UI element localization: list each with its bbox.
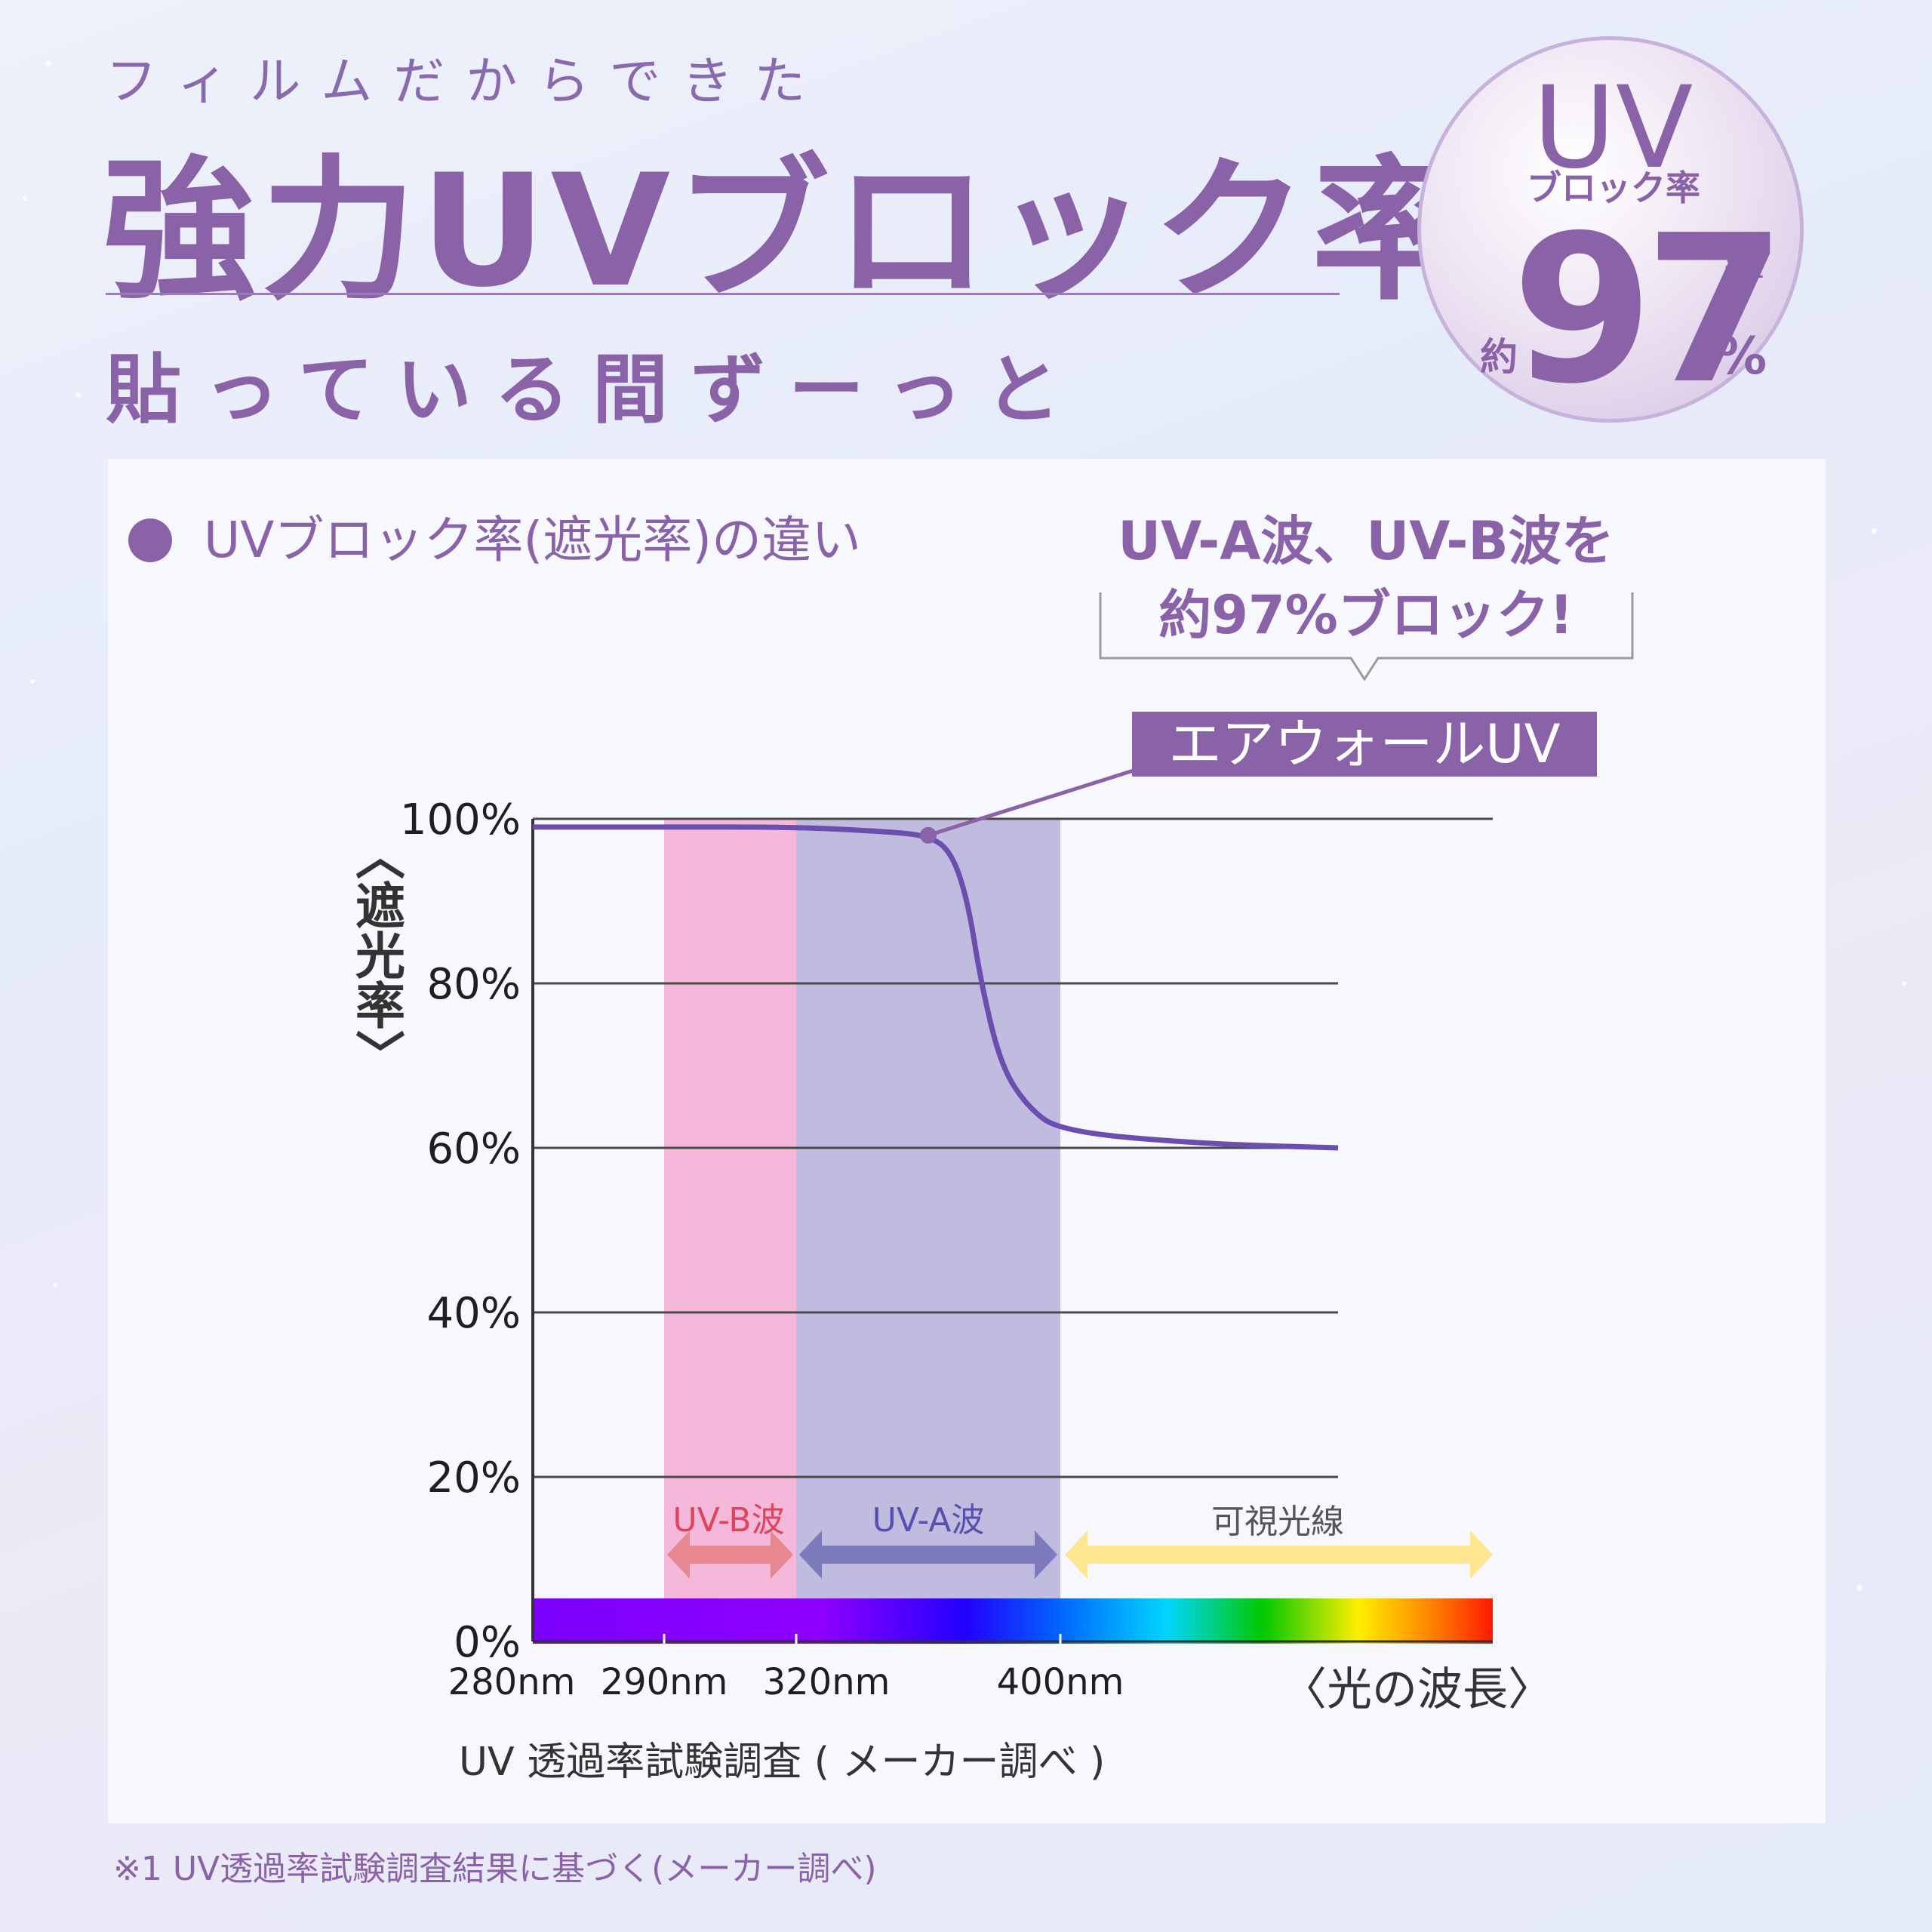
spectrum-bar	[533, 1598, 1493, 1644]
badge-footnote-mark: ※1	[1723, 251, 1766, 285]
background-sparkle	[30, 679, 35, 684]
background-sparkle	[75, 392, 81, 398]
background-sparkle	[23, 196, 27, 201]
uv-block-rate-badge: UV ブロック率 約 97 % ※1	[1417, 36, 1804, 429]
series-line-airwall-uv	[533, 824, 1339, 1151]
badge-percent-sign: %	[1715, 327, 1767, 386]
band-label-uva: UV-A波	[872, 1501, 985, 1540]
x-tick-label: 320nm	[763, 1661, 891, 1703]
y-tick-label: 20%	[427, 1454, 521, 1503]
footnote: ※1 UV透過率試験調査結果に基づく(メーカー調べ)	[113, 1850, 877, 1888]
band-uva	[796, 819, 1060, 1598]
y-tick-label: 100%	[400, 795, 521, 844]
y-tick-label: 40%	[427, 1289, 521, 1338]
callout-line-1: UV-A波、UV-B波を	[1118, 510, 1614, 572]
background-sparkle	[1902, 981, 1906, 986]
y-tick-label: 60%	[427, 1124, 521, 1174]
background-sparkle	[1857, 1585, 1863, 1591]
band-label-uvb: UV-B波	[672, 1501, 785, 1540]
y-tick-label: 80%	[427, 960, 521, 1009]
title-divider	[106, 293, 1340, 295]
x-tick-label: 280nm	[448, 1661, 576, 1703]
band-arrow-uvb	[667, 1531, 793, 1579]
series-marker	[920, 826, 937, 844]
page-title: 強力UVブロック率	[102, 142, 1472, 321]
callout-connector	[928, 768, 1137, 838]
header-subtitle-bottom: 貼っている間ずーっと	[106, 346, 1083, 434]
y-tick-label: 0%	[454, 1618, 521, 1667]
y-axis-label: 〈遮光率〉	[347, 830, 405, 1079]
badge-block-label: ブロック率	[1527, 168, 1700, 208]
band-arrow-visible	[1065, 1531, 1493, 1579]
header-subtitle-top: フィルムだからできた	[106, 52, 827, 112]
band-label-visible: 可視光線	[1211, 1503, 1344, 1541]
x-tick-label: 400nm	[997, 1661, 1124, 1703]
callout-text: UV-A波、UV-B波を 約97%ブロック!	[1094, 504, 1638, 652]
chart-heading: UVブロック率(遮光率)の違い	[204, 511, 861, 569]
background-sparkle	[53, 1283, 57, 1287]
x-tick-label: 290nm	[601, 1661, 728, 1703]
bullet-dot-icon	[128, 518, 172, 562]
product-label: エアウォールUV	[1132, 712, 1597, 777]
background-sparkle	[1872, 528, 1877, 534]
badge-number: 97	[1512, 191, 1786, 429]
band-uvb	[664, 819, 796, 1598]
source-note: UV 透過率試験調査 ( メーカー調べ )	[459, 1740, 1106, 1785]
badge-approx-text: 約	[1480, 335, 1518, 379]
background-sparkle	[45, 60, 51, 66]
badge-uv-text: UV	[1533, 63, 1694, 194]
callout-bracket	[1099, 592, 1634, 681]
x-axis-label: 〈光の波長〉	[1281, 1663, 1553, 1716]
callout-line-2: 約97%ブロック!	[1158, 584, 1574, 646]
band-arrow-uva	[799, 1531, 1057, 1579]
